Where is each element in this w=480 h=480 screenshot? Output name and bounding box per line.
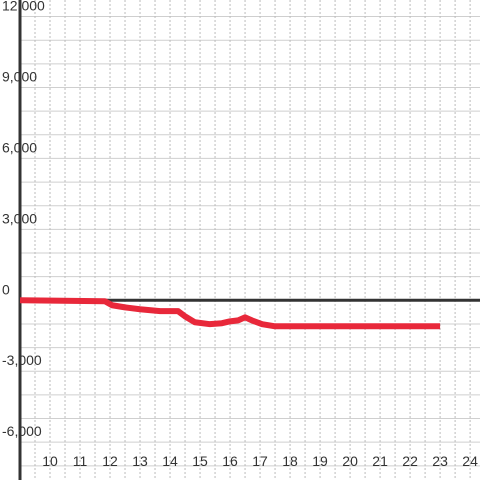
y-tick-label: -3,000 (2, 352, 42, 368)
x-tick-label: 14 (162, 453, 178, 469)
x-tick-label: 10 (42, 453, 58, 469)
x-tick-label: 23 (432, 453, 448, 469)
x-tick-label: 16 (222, 453, 238, 469)
x-tick-label: 22 (402, 453, 418, 469)
y-tick-label: 12,000 (2, 0, 45, 14)
x-tick-label: 21 (372, 453, 388, 469)
x-tick-label: 11 (73, 453, 88, 469)
x-tick-label: 17 (252, 453, 268, 469)
x-tick-label: 20 (342, 453, 358, 469)
y-tick-label: 6,000 (2, 139, 37, 155)
x-tick-label: 24 (462, 453, 478, 469)
x-tick-label: 15 (192, 453, 208, 469)
x-tick-label: 12 (102, 453, 118, 469)
data-line (19, 297, 441, 330)
y-tick-label: 9,000 (2, 68, 37, 84)
y-tick-label: 3,000 (2, 210, 37, 226)
y-tick-label: -6,000 (2, 423, 42, 439)
y-tick-label: 0 (2, 281, 10, 297)
x-tick-label: 18 (282, 453, 298, 469)
x-tick-label: 13 (132, 453, 148, 469)
x-tick-label: 19 (312, 453, 328, 469)
